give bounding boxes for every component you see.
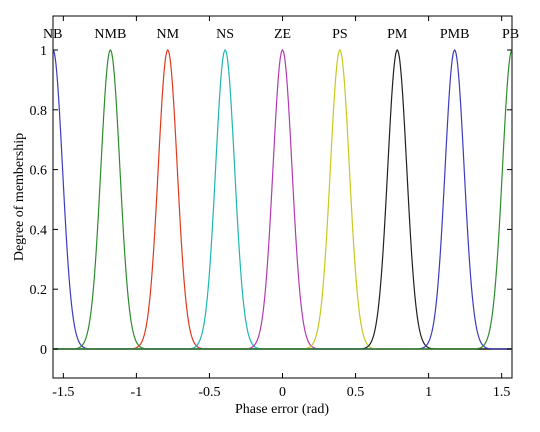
curves-group (52, 49, 513, 350)
y-tick-label: 1 (40, 44, 47, 59)
membership-curve-pb (53, 49, 513, 350)
x-axis: -1.5 -1 -0.5 0 0.5 1 1.5 (52, 16, 510, 400)
y-tick-label: 0.8 (30, 104, 48, 119)
series-label-pb: PB (502, 27, 519, 42)
x-tick-label: 1.5 (493, 385, 511, 400)
x-tick-label: -1.5 (52, 385, 74, 400)
series-label-pm: PM (387, 27, 408, 42)
x-tick-label: 0 (279, 385, 286, 400)
y-axis: 0 0.2 0.4 0.6 0.8 1 (30, 44, 512, 358)
y-axis-label: Degree of membership (12, 133, 27, 261)
x-tick-label: -1 (131, 385, 143, 400)
x-tick-label: -0.5 (198, 385, 220, 400)
series-label-ze: ZE (274, 27, 291, 42)
y-tick-label: 0 (40, 343, 47, 358)
x-axis-label: Phase error (rad) (235, 402, 329, 417)
y-tick-label: 0.4 (30, 223, 48, 238)
series-labels-group: NB NMB NM NS ZE PS PM PMB PB (43, 27, 519, 42)
series-label-nm: NM (156, 27, 179, 42)
series-label-pmb: PMB (440, 27, 470, 42)
x-tick-label: 1 (425, 385, 432, 400)
y-tick-label: 0.6 (30, 164, 48, 179)
series-label-ns: NS (216, 27, 234, 42)
series-label-nmb: NMB (94, 27, 126, 42)
series-label-ps: PS (332, 27, 348, 42)
x-tick-label: 0.5 (347, 385, 365, 400)
series-label-nb: NB (43, 27, 62, 42)
y-tick-label: 0.2 (30, 283, 48, 298)
